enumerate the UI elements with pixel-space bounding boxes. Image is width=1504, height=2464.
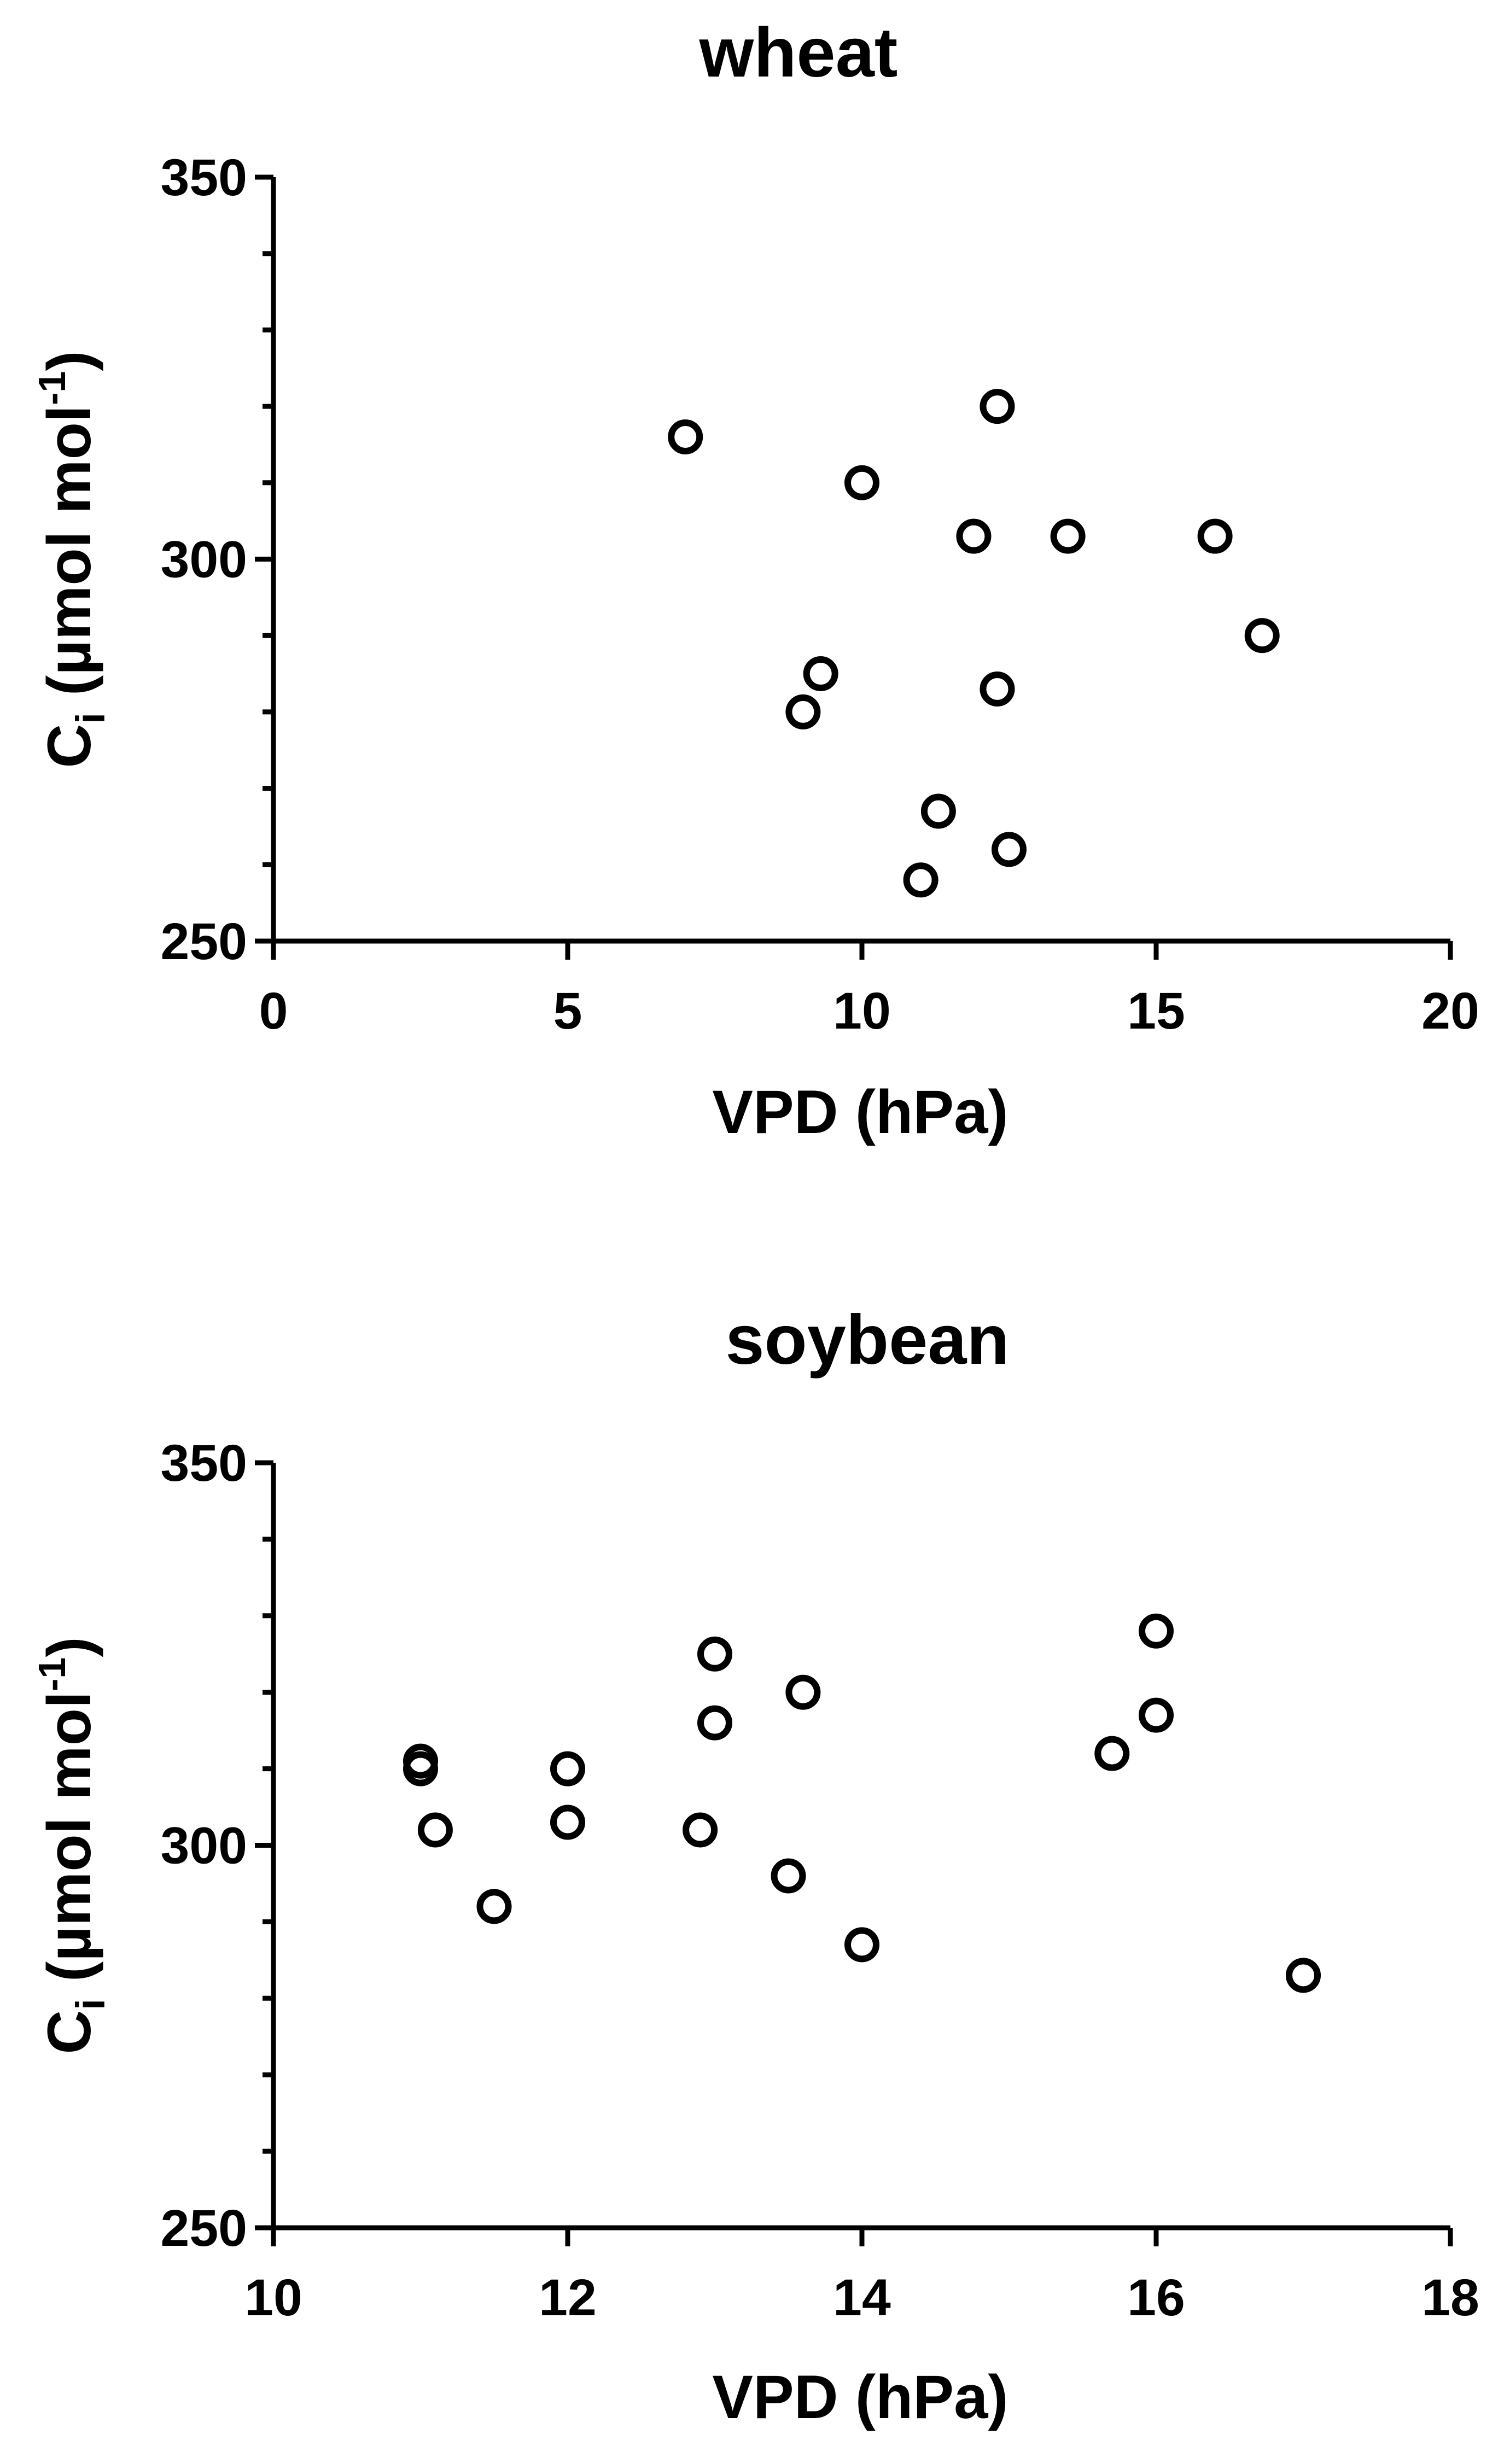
data-point [803,656,838,692]
data-point [697,1636,732,1672]
y-label-subscript: i [68,713,113,724]
data-point [1050,518,1086,554]
y-label-superscript: -1 [31,1657,73,1691]
data-point [1197,518,1233,554]
data-point [683,1812,718,1848]
data-point [956,518,992,554]
data-point [1286,1958,1321,1993]
wheat-panel: wheat 250 300 350 0 5 10 15 20 VPD (hPa) Ci (µ… [31,14,1479,1146]
data-point [903,862,938,898]
data-point [785,694,821,729]
x-axis-label: VPD (hPa) [712,2363,1008,2431]
data-point [1139,1697,1174,1733]
soybean-panel: soybean 250 300 350 10 12 14 16 18 VPD (hPa) C… [31,1301,1479,2431]
data-point [1244,618,1280,653]
x-ticks: 10 12 14 16 18 [244,2228,1479,2327]
x-tick-label: 15 [1127,982,1185,1040]
data-points [668,389,1280,898]
data-point [920,793,956,829]
y-axis-label: Ci (µmol mol-1) [31,1637,113,2054]
chart-title: wheat [699,14,898,92]
x-tick-label: 10 [833,982,891,1040]
data-point [1094,1736,1130,1771]
y-label-base: C [35,2010,103,2054]
x-tick-label: 12 [539,2269,597,2327]
y-ticks: 250 300 350 [160,149,273,971]
data-point [668,419,703,454]
x-tick-label: 16 [1127,2269,1185,2327]
y-label-subscript: i [68,1999,113,2010]
data-point [403,1751,438,1786]
x-tick-label: 10 [244,2269,302,2327]
y-tick-label: 350 [160,1434,247,1492]
data-points [403,1613,1321,1993]
y-label-base: C [35,724,103,768]
x-tick-label: 20 [1421,982,1479,1040]
y-label-close: ) [35,351,103,371]
y-tick-label: 300 [160,531,247,589]
x-ticks: 0 5 10 15 20 [259,941,1479,1040]
y-tick-label: 350 [160,149,247,207]
y-label-main: (µmol mol [35,1691,103,1999]
y-label-superscript: -1 [31,371,73,405]
x-tick-label: 18 [1421,2269,1479,2327]
data-point [992,832,1027,867]
data-point [417,1812,453,1848]
x-tick-label: 5 [553,982,582,1040]
x-tick-label: 0 [259,982,288,1040]
y-label-main: (µmol mol [35,405,103,713]
x-axis-label: VPD (hPa) [712,1078,1008,1146]
y-tick-label: 300 [160,1817,247,1875]
data-point [844,1927,879,1963]
y-tick-label: 250 [160,2199,247,2257]
chart-title: soybean [725,1301,1009,1379]
x-tick-label: 14 [833,2269,891,2327]
y-tick-label: 250 [160,913,247,971]
data-point [980,671,1015,706]
data-point [550,1751,585,1786]
data-point [697,1705,732,1741]
data-point [844,465,879,500]
data-point [980,389,1015,424]
data-point [785,1674,821,1710]
y-ticks: 250 300 350 [160,1434,273,2257]
data-point [1139,1613,1174,1649]
data-point [476,1889,512,1924]
y-axis-label: Ci (µmol mol-1) [31,351,113,768]
y-label-close: ) [35,1637,103,1657]
data-point [550,1805,585,1840]
data-point [771,1858,806,1894]
